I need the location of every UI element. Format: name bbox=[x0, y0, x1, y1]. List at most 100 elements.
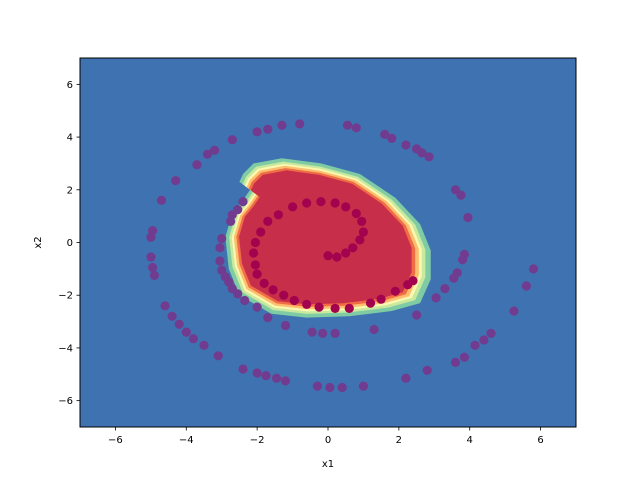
class-1-point bbox=[314, 302, 324, 312]
class-0-point bbox=[401, 373, 411, 383]
x-tick-label: 0 bbox=[325, 435, 331, 446]
class-0-point bbox=[192, 160, 202, 170]
data-points bbox=[146, 119, 539, 393]
class-0-point bbox=[456, 190, 466, 200]
class-0-point bbox=[146, 252, 156, 262]
class-0-point bbox=[337, 382, 347, 393]
class-0-point bbox=[252, 368, 262, 378]
class-0-point bbox=[171, 176, 181, 186]
class-0-point bbox=[215, 243, 225, 253]
class-1-point bbox=[341, 202, 351, 212]
class-0-point bbox=[280, 376, 291, 386]
class-0-point bbox=[470, 340, 480, 350]
x-tick-label: 2 bbox=[396, 435, 402, 446]
y-tick-label: −4 bbox=[58, 343, 73, 354]
y-tick-label: −2 bbox=[58, 291, 73, 302]
class-1-point bbox=[268, 285, 278, 295]
class-0-point bbox=[412, 310, 422, 320]
class-1-point bbox=[390, 286, 400, 296]
class-1-point bbox=[358, 227, 368, 237]
class-0-point bbox=[440, 284, 450, 294]
class-0-point bbox=[401, 140, 411, 150]
y-axis-ticks: −6 −4 −2 0 2 4 6 bbox=[58, 80, 80, 407]
class-0-point bbox=[148, 262, 158, 273]
class-1-point bbox=[256, 227, 266, 237]
class-0-point bbox=[167, 311, 177, 321]
y-tick-label: 2 bbox=[67, 185, 73, 196]
class-1-point bbox=[249, 248, 259, 258]
class-1-point bbox=[357, 216, 367, 226]
class-0-point bbox=[330, 328, 340, 338]
class-0-point bbox=[233, 205, 243, 215]
class-0-point bbox=[463, 212, 473, 223]
class-1-point bbox=[302, 198, 312, 208]
class-0-point bbox=[252, 302, 262, 312]
class-0-point bbox=[272, 373, 282, 383]
class-0-point bbox=[318, 328, 328, 338]
plot-area bbox=[80, 58, 576, 427]
class-0-point bbox=[459, 352, 469, 362]
class-0-point bbox=[479, 335, 489, 345]
class-0-point bbox=[312, 381, 322, 391]
class-0-point bbox=[263, 313, 273, 323]
class-0-point bbox=[521, 281, 532, 291]
class-0-point bbox=[261, 371, 271, 381]
class-0-point bbox=[215, 256, 225, 266]
class-0-point bbox=[213, 351, 223, 361]
x-axis-ticks: −6 −4 −2 0 2 4 6 bbox=[108, 427, 544, 446]
class-0-point bbox=[174, 319, 184, 329]
class-0-point bbox=[210, 145, 220, 155]
class-1-point bbox=[341, 248, 351, 258]
class-0-point bbox=[387, 133, 397, 143]
class-0-point bbox=[146, 232, 156, 242]
class-0-point bbox=[149, 270, 159, 280]
y-tick-label: 6 bbox=[67, 80, 73, 91]
class-1-point bbox=[252, 269, 262, 279]
class-1-point bbox=[316, 197, 326, 207]
x-tick-label: −4 bbox=[179, 435, 194, 446]
class-0-point bbox=[380, 129, 390, 139]
class-0-point bbox=[238, 197, 248, 207]
x-tick-label: −2 bbox=[250, 435, 265, 446]
class-1-point bbox=[273, 210, 283, 220]
class-0-point bbox=[424, 152, 434, 162]
class-1-point bbox=[259, 278, 269, 288]
class-0-point bbox=[342, 120, 353, 130]
class-1-point bbox=[365, 298, 376, 308]
class-0-point bbox=[307, 327, 317, 337]
class-0-point bbox=[199, 340, 209, 350]
class-1-point bbox=[302, 299, 312, 309]
class-0-point bbox=[240, 295, 250, 306]
class-0-point bbox=[160, 301, 170, 311]
decision-region-contours bbox=[225, 158, 431, 318]
class-0-point bbox=[449, 273, 459, 283]
class-0-point bbox=[252, 127, 262, 137]
x-tick-label: −6 bbox=[108, 435, 123, 446]
class-0-point bbox=[486, 328, 496, 338]
class-0-point bbox=[238, 364, 248, 374]
class-0-point bbox=[277, 120, 287, 130]
class-1-point bbox=[250, 260, 260, 270]
class-1-point bbox=[250, 237, 260, 248]
class-1-point bbox=[330, 198, 340, 208]
class-1-point bbox=[351, 208, 361, 219]
class-0-point bbox=[509, 306, 519, 316]
class-1-point bbox=[288, 202, 298, 212]
class-0-point bbox=[181, 327, 191, 337]
class-0-point bbox=[417, 148, 427, 158]
class-0-point bbox=[369, 324, 379, 335]
class-1-point bbox=[330, 303, 340, 313]
class-0-point bbox=[280, 320, 291, 331]
class-0-point bbox=[156, 195, 167, 205]
class-0-point bbox=[458, 255, 468, 265]
y-tick-label: 0 bbox=[67, 238, 73, 249]
class-1-point bbox=[348, 243, 358, 253]
x-tick-label: 6 bbox=[537, 435, 543, 446]
class-1-point bbox=[408, 276, 418, 286]
y-tick-label: 4 bbox=[67, 133, 73, 144]
class-0-point bbox=[528, 264, 539, 274]
class-0-point bbox=[431, 293, 441, 303]
class-0-point bbox=[227, 135, 237, 145]
class-1-point bbox=[376, 294, 386, 304]
